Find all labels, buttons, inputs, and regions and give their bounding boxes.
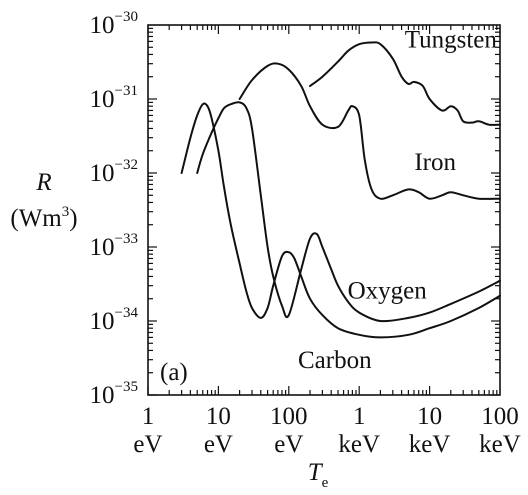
x-tick-unit: keV — [338, 431, 380, 458]
x-tick-label: 10 — [417, 403, 442, 430]
y-tick-label: 10−32 — [90, 157, 138, 187]
y-axis-unit-exponent: 3 — [62, 204, 70, 220]
series-label-iron: Iron — [414, 149, 456, 176]
x-axis-symbol: T — [308, 459, 324, 486]
y-axis-unit-prefix: (Wm — [10, 205, 62, 232]
x-tick-label: 100 — [481, 403, 519, 430]
x-tick-label: 1 — [353, 403, 366, 430]
series-labels: Tungsten Iron Oxygen Carbon — [298, 26, 497, 374]
y-tick-base: 10 — [90, 234, 115, 261]
y-tick-exponent: −33 — [115, 231, 138, 247]
y-tick-label: 10−35 — [90, 379, 138, 409]
series-label-oxygen: Oxygen — [348, 278, 428, 305]
y-tick-label: 10−33 — [90, 231, 138, 261]
y-tick-base: 10 — [90, 86, 115, 113]
x-tick-unit: eV — [204, 431, 233, 458]
series-label-carbon: Carbon — [298, 347, 372, 374]
series-line-carbon — [180, 102, 501, 339]
x-tick-label: 100 — [270, 403, 308, 430]
y-axis-title-unit: (Wm3) — [10, 204, 77, 232]
x-tick-unit: eV — [274, 431, 303, 458]
panel-label: (a) — [160, 359, 188, 386]
x-tick-unit: eV — [133, 431, 162, 458]
x-tick-label: 1 — [142, 403, 155, 430]
plot-border — [147, 24, 501, 396]
x-axis-title: Te — [308, 459, 329, 491]
y-tick-exponent: −32 — [115, 157, 138, 173]
series-lines — [180, 41, 501, 339]
y-axis-unit-suffix: ) — [69, 205, 77, 232]
y-tick-base: 10 — [90, 308, 115, 335]
y-tick-base: 10 — [90, 160, 115, 187]
y-tick-label: 10−31 — [90, 83, 138, 113]
x-tick-unit: keV — [409, 431, 451, 458]
y-tick-label: 10−34 — [90, 305, 139, 335]
x-tick-unit: keV — [479, 431, 521, 458]
series-line-tungsten — [309, 41, 501, 126]
y-tick-exponent: −31 — [115, 83, 138, 99]
y-tick-base: 10 — [90, 382, 115, 409]
y-axis-title-symbol: R — [35, 169, 51, 196]
x-axis-subscript: e — [322, 475, 329, 491]
y-tick-label: 10−30 — [90, 9, 138, 39]
y-tick-exponent: −34 — [115, 305, 139, 321]
series-label-tungsten: Tungsten — [405, 26, 498, 53]
plot-frame — [147, 24, 501, 396]
y-tick-base: 10 — [90, 12, 115, 39]
series-line-oxygen — [196, 101, 501, 323]
x-tick-label: 10 — [206, 403, 231, 430]
y-tick-exponent: −30 — [115, 9, 138, 25]
y-tick-exponent: −35 — [115, 379, 138, 395]
series-line-iron — [238, 62, 501, 200]
